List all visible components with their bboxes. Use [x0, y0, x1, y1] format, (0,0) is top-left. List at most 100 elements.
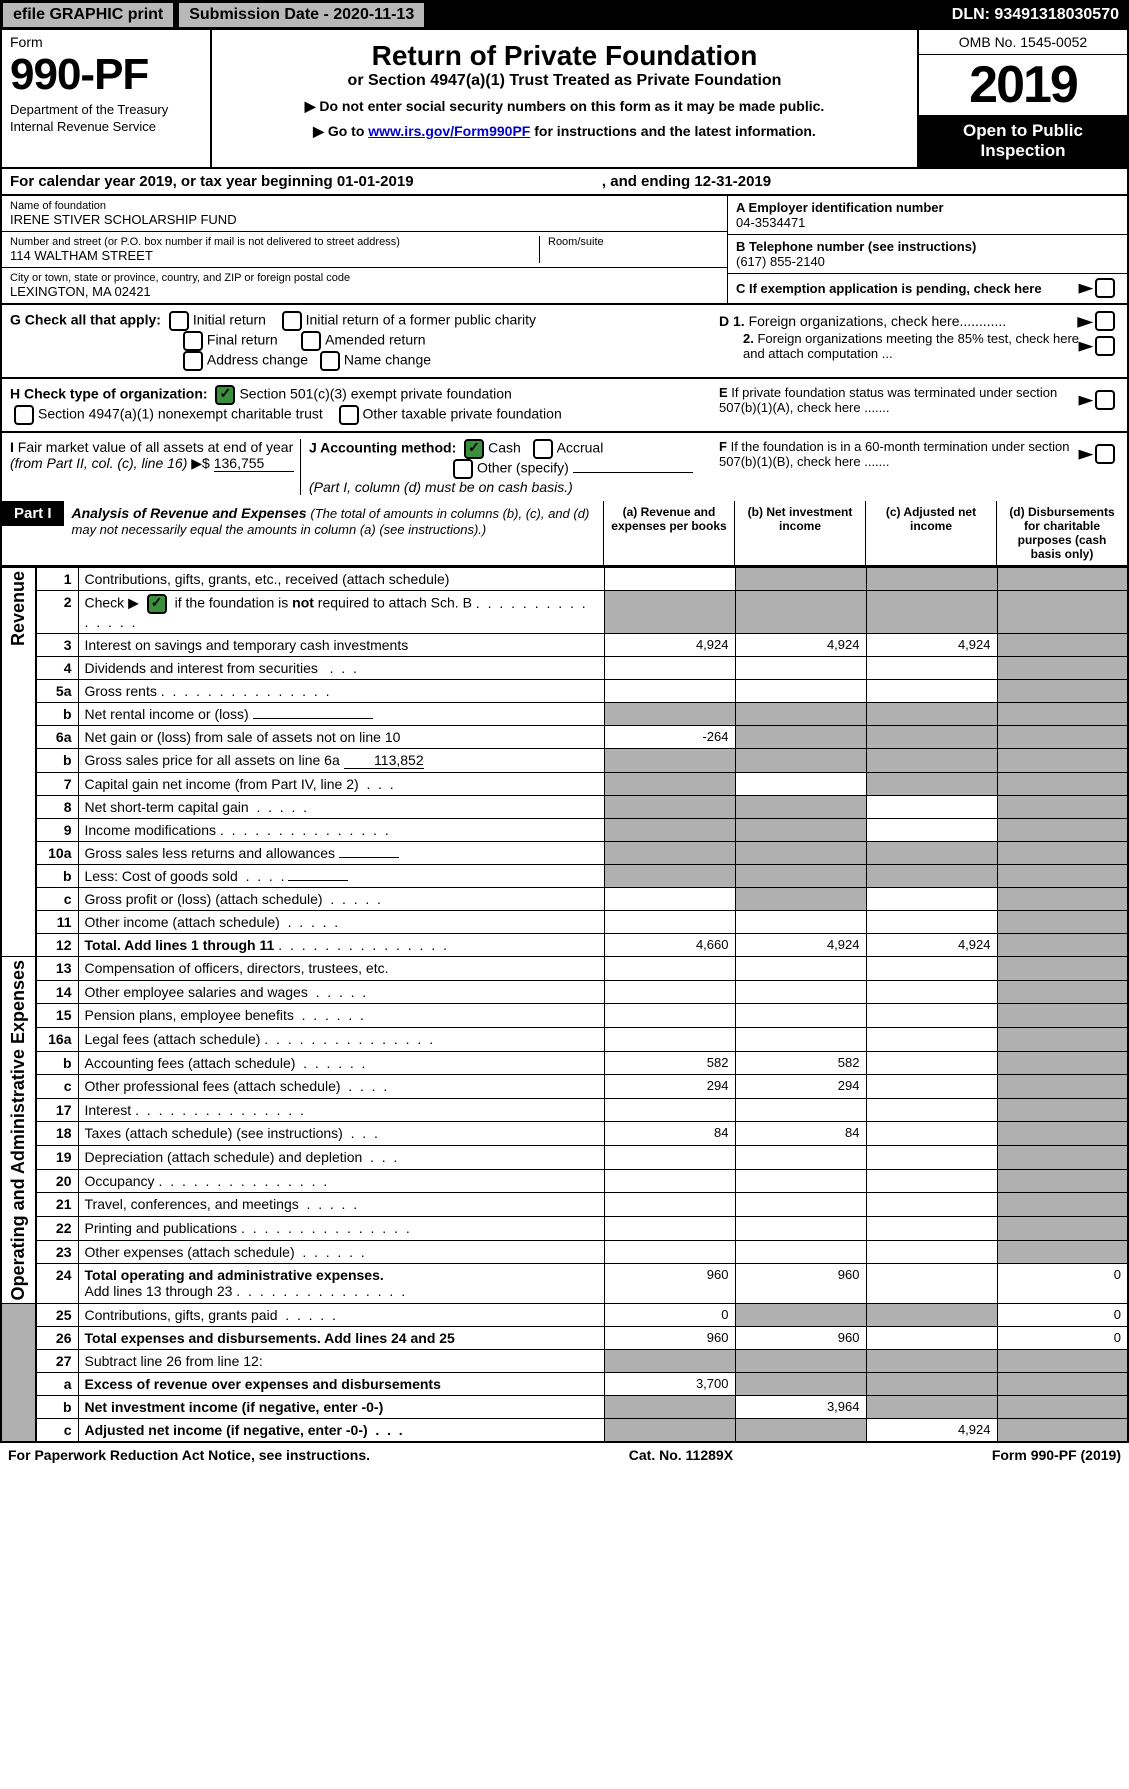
row-desc: Gross sales price for all assets on line…: [78, 749, 604, 773]
col-c-header: (c) Adjusted net income: [865, 501, 996, 565]
form-header-right: OMB No. 1545-0052 2019 Open to Public In…: [917, 30, 1127, 167]
part1-header-row: Part I Analysis of Revenue and Expenses …: [0, 501, 1129, 567]
f-text: If the foundation is in a 60-month termi…: [719, 439, 1070, 469]
form-number: 990-PF: [10, 50, 202, 100]
cb-4947[interactable]: [14, 405, 34, 425]
table-row: cOther professional fees (attach schedul…: [1, 1075, 1128, 1099]
g-final: Final return: [207, 332, 278, 348]
exemption-checkbox[interactable]: [1095, 278, 1115, 298]
omb-number: OMB No. 1545-0052: [919, 30, 1127, 55]
row-desc: Gross profit or (loss) (attach schedule)…: [78, 888, 604, 911]
cb-accrual[interactable]: [533, 439, 553, 459]
part1-desc: Analysis of Revenue and Expenses (The to…: [64, 501, 603, 541]
form-title: Return of Private Foundation: [232, 40, 897, 72]
arrow-icon: ▶: [1079, 392, 1094, 408]
row-desc: Net investment income (if negative, ente…: [78, 1396, 604, 1419]
table-row: 4Dividends and interest from securities …: [1, 657, 1128, 680]
form-header: Form 990-PF Department of the Treasury I…: [0, 30, 1129, 169]
cb-addr-change[interactable]: [183, 351, 203, 371]
table-row: 8Net short-term capital gain . . . . .: [1, 796, 1128, 819]
cell-val: -264: [604, 726, 735, 749]
h-4947: Section 4947(a)(1) nonexempt charitable …: [38, 406, 323, 422]
row-num: 9: [36, 819, 78, 842]
table-row: 16aLegal fees (attach schedule): [1, 1027, 1128, 1051]
cb-initial[interactable]: [169, 311, 189, 331]
table-row: 26Total expenses and disbursements. Add …: [1, 1327, 1128, 1350]
cb-f[interactable]: [1095, 444, 1115, 464]
cell-val: 960: [735, 1327, 866, 1350]
efile-button[interactable]: efile GRAPHIC print: [2, 2, 174, 28]
table-row: Revenue 1Contributions, gifts, grants, e…: [1, 568, 1128, 591]
check-section-g: G Check all that apply: Initial return I…: [0, 305, 1129, 379]
footer-center: Cat. No. 11289X: [370, 1447, 992, 1463]
info-addr-row: Number and street (or P.O. box number if…: [2, 232, 727, 268]
foundation-name: IRENE STIVER SCHOLARSHIP FUND: [10, 212, 719, 227]
row-num: b: [36, 703, 78, 726]
cb-other-method[interactable]: [453, 459, 473, 479]
row-desc: Occupancy: [78, 1169, 604, 1193]
irs-link[interactable]: www.irs.gov/Form990PF: [368, 123, 530, 139]
row-num: 22: [36, 1217, 78, 1241]
submission-date-button[interactable]: Submission Date - 2020-11-13: [178, 2, 425, 28]
table-row: 11Other income (attach schedule) . . . .…: [1, 911, 1128, 934]
row-desc: Other professional fees (attach schedule…: [78, 1075, 604, 1099]
g-initial-former: Initial return of a former public charit…: [306, 312, 536, 328]
row-desc: Compensation of officers, directors, tru…: [78, 957, 604, 981]
table-row: bNet investment income (if negative, ent…: [1, 1396, 1128, 1419]
row-num: 8: [36, 796, 78, 819]
cb-e[interactable]: [1095, 390, 1115, 410]
e-text: If private foundation status was termina…: [719, 385, 1057, 415]
cb-amended[interactable]: [301, 331, 321, 351]
arrow-icon: ▶: [1078, 313, 1094, 330]
table-row: 18Taxes (attach schedule) (see instructi…: [1, 1122, 1128, 1146]
row-desc: Other expenses (attach schedule) . . . .…: [78, 1240, 604, 1264]
arrow-icon: ▶: [1079, 446, 1094, 462]
top-bar: efile GRAPHIC print Submission Date - 20…: [0, 0, 1129, 30]
ein-value: 04-3534471: [736, 215, 1119, 230]
ein-label: A Employer identification number: [736, 200, 1119, 215]
info-left: Name of foundation IRENE STIVER SCHOLARS…: [2, 196, 727, 303]
cb-schb[interactable]: [147, 594, 167, 614]
row-desc: Income modifications: [78, 819, 604, 842]
row-desc: Printing and publications: [78, 1217, 604, 1241]
footer-right: Form 990-PF (2019): [992, 1447, 1121, 1463]
row-num: 21: [36, 1193, 78, 1217]
calyear-mid: , and ending: [602, 173, 695, 190]
row-num: 17: [36, 1098, 78, 1122]
row-num: 6a: [36, 726, 78, 749]
row-num: b: [36, 1396, 78, 1419]
row-num: 11: [36, 911, 78, 934]
row-desc: Travel, conferences, and meetings . . . …: [78, 1193, 604, 1217]
h-other: Other taxable private foundation: [363, 406, 562, 422]
calyear-pre: For calendar year 2019, or tax year begi…: [10, 173, 337, 190]
row-num: 1: [36, 568, 78, 591]
row-desc: Interest: [78, 1098, 604, 1122]
i-value: 136,755: [214, 455, 294, 472]
j-accrual: Accrual: [557, 440, 604, 456]
row-desc: Accounting fees (attach schedule) . . . …: [78, 1051, 604, 1075]
cb-initial-former[interactable]: [282, 311, 302, 331]
row-desc: Dividends and interest from securities .…: [78, 657, 604, 680]
row-desc: Other income (attach schedule) . . . . .: [78, 911, 604, 934]
table-row: 9Income modifications: [1, 819, 1128, 842]
cb-cash[interactable]: [464, 439, 484, 459]
part1-title: Analysis of Revenue and Expenses: [72, 505, 307, 521]
cb-d1[interactable]: [1095, 311, 1115, 331]
cell-val: 3,964: [735, 1396, 866, 1419]
row-num: 23: [36, 1240, 78, 1264]
addr-label: Number and street (or P.O. box number if…: [10, 236, 539, 248]
cb-final[interactable]: [183, 331, 203, 351]
table-row: 12Total. Add lines 1 through 11 4,6604,9…: [1, 934, 1128, 957]
col-a-header: (a) Revenue and expenses per books: [603, 501, 734, 565]
table-row: 24Total operating and administrative exp…: [1, 1264, 1128, 1304]
col-d-header: (d) Disbursements for charitable purpose…: [996, 501, 1127, 565]
cb-name-change[interactable]: [320, 351, 340, 371]
row-num: 20: [36, 1169, 78, 1193]
table-row: cAdjusted net income (if negative, enter…: [1, 1419, 1128, 1443]
row-desc: Total expenses and disbursements. Add li…: [78, 1327, 604, 1350]
check-section-ij: I Fair market value of all assets at end…: [0, 433, 1129, 501]
cb-d2[interactable]: [1095, 336, 1115, 356]
cb-other-taxable[interactable]: [339, 405, 359, 425]
room-label: Room/suite: [548, 236, 719, 248]
cb-501c3[interactable]: [215, 385, 235, 405]
